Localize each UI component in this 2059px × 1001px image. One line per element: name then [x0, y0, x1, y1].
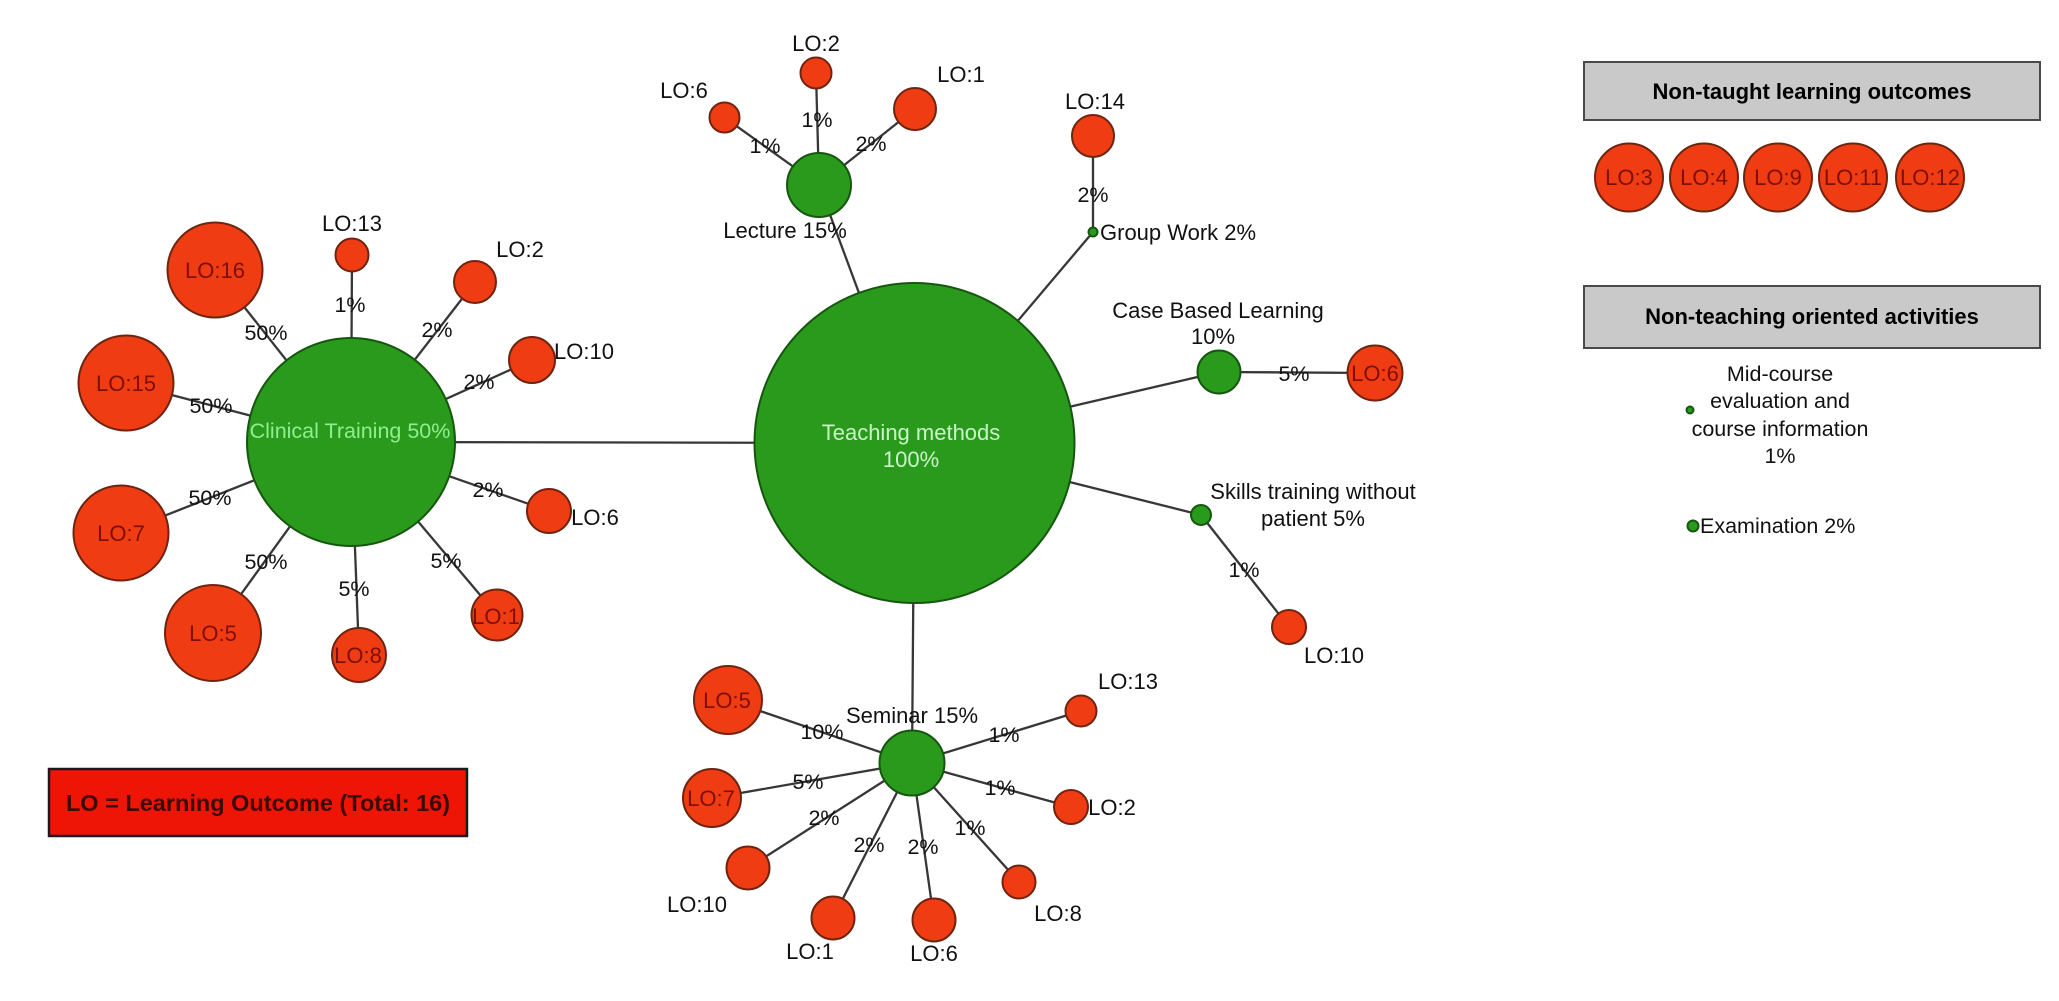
svg-text:LO:8: LO:8: [1034, 901, 1082, 926]
svg-text:Mid-course: Mid-course: [1727, 362, 1833, 386]
svg-text:LO:7: LO:7: [687, 786, 735, 811]
svg-text:LO:2: LO:2: [792, 31, 840, 56]
svg-text:LO:10: LO:10: [667, 892, 727, 917]
svg-text:LO:5: LO:5: [189, 621, 237, 646]
svg-text:2%: 2%: [463, 370, 494, 394]
svg-text:1%: 1%: [1228, 558, 1259, 582]
svg-text:5%: 5%: [430, 549, 461, 573]
svg-text:1%: 1%: [984, 776, 1015, 800]
svg-text:LO:1: LO:1: [786, 939, 834, 964]
svg-text:50%: 50%: [189, 394, 232, 418]
svg-text:LO:5: LO:5: [703, 688, 751, 713]
svg-text:LO:4: LO:4: [1680, 165, 1728, 190]
svg-text:LO:8: LO:8: [334, 643, 382, 668]
svg-text:10%: 10%: [1191, 324, 1235, 349]
svg-text:Group Work 2%: Group Work 2%: [1100, 220, 1256, 245]
svg-text:LO:6: LO:6: [910, 941, 958, 966]
svg-text:Skills training without: Skills training without: [1210, 479, 1415, 504]
svg-text:LO:6: LO:6: [1351, 361, 1399, 386]
svg-text:LO:15: LO:15: [96, 371, 156, 396]
svg-text:Case Based Learning: Case Based Learning: [1112, 298, 1324, 323]
svg-text:5%: 5%: [338, 577, 369, 601]
svg-text:LO:1: LO:1: [937, 62, 985, 87]
svg-text:Clinical Training 50%: Clinical Training 50%: [250, 419, 451, 443]
svg-text:LO:10: LO:10: [554, 339, 614, 364]
svg-text:2%: 2%: [853, 833, 884, 857]
svg-text:LO:13: LO:13: [1098, 669, 1158, 694]
svg-text:course information: course information: [1692, 417, 1869, 441]
svg-text:50%: 50%: [244, 321, 287, 345]
svg-text:2%: 2%: [472, 478, 503, 502]
svg-text:Teaching methods: Teaching methods: [822, 420, 1001, 445]
svg-text:50%: 50%: [244, 550, 287, 574]
svg-text:1%: 1%: [334, 293, 365, 317]
svg-text:1%: 1%: [749, 134, 780, 158]
svg-text:2%: 2%: [1077, 183, 1108, 207]
svg-text:50%: 50%: [188, 486, 231, 510]
svg-text:5%: 5%: [1278, 362, 1309, 386]
svg-text:LO:6: LO:6: [660, 78, 708, 103]
svg-text:Non-taught learning outcomes: Non-taught learning outcomes: [1653, 79, 1972, 104]
svg-text:LO:11: LO:11: [1824, 165, 1882, 190]
svg-text:LO:2: LO:2: [496, 237, 544, 262]
svg-text:2%: 2%: [907, 835, 938, 859]
svg-text:LO:12: LO:12: [1900, 165, 1960, 190]
svg-text:10%: 10%: [800, 720, 843, 744]
svg-text:1%: 1%: [954, 816, 985, 840]
svg-text:LO:7: LO:7: [97, 521, 145, 546]
svg-text:2%: 2%: [421, 318, 452, 342]
svg-text:LO:1: LO:1: [472, 604, 520, 629]
svg-text:Examination 2%: Examination 2%: [1700, 514, 1855, 538]
svg-text:LO:10: LO:10: [1304, 643, 1364, 668]
svg-text:2%: 2%: [855, 132, 886, 156]
svg-text:LO = Learning Outcome (Total:: LO = Learning Outcome (Total: 16): [66, 790, 450, 816]
svg-text:LO:14: LO:14: [1065, 89, 1125, 114]
svg-text:LO:13: LO:13: [322, 211, 382, 236]
svg-text:LO:2: LO:2: [1088, 795, 1136, 820]
svg-text:Lecture 15%: Lecture 15%: [723, 218, 847, 243]
svg-text:LO:6: LO:6: [571, 505, 619, 530]
svg-text:Non-teaching oriented activiti: Non-teaching oriented activities: [1645, 304, 1979, 329]
svg-text:Seminar 15%: Seminar 15%: [846, 703, 978, 728]
svg-text:1%: 1%: [988, 723, 1019, 747]
svg-text:LO:9: LO:9: [1754, 165, 1802, 190]
svg-text:2%: 2%: [808, 806, 839, 830]
svg-text:1%: 1%: [1764, 444, 1795, 468]
svg-text:1%: 1%: [801, 108, 832, 132]
svg-text:evaluation and: evaluation and: [1710, 389, 1850, 413]
svg-text:5%: 5%: [792, 770, 823, 794]
svg-text:patient 5%: patient 5%: [1261, 506, 1365, 531]
svg-text:100%: 100%: [883, 447, 939, 472]
svg-text:LO:16: LO:16: [185, 258, 245, 283]
svg-text:LO:3: LO:3: [1605, 165, 1653, 190]
